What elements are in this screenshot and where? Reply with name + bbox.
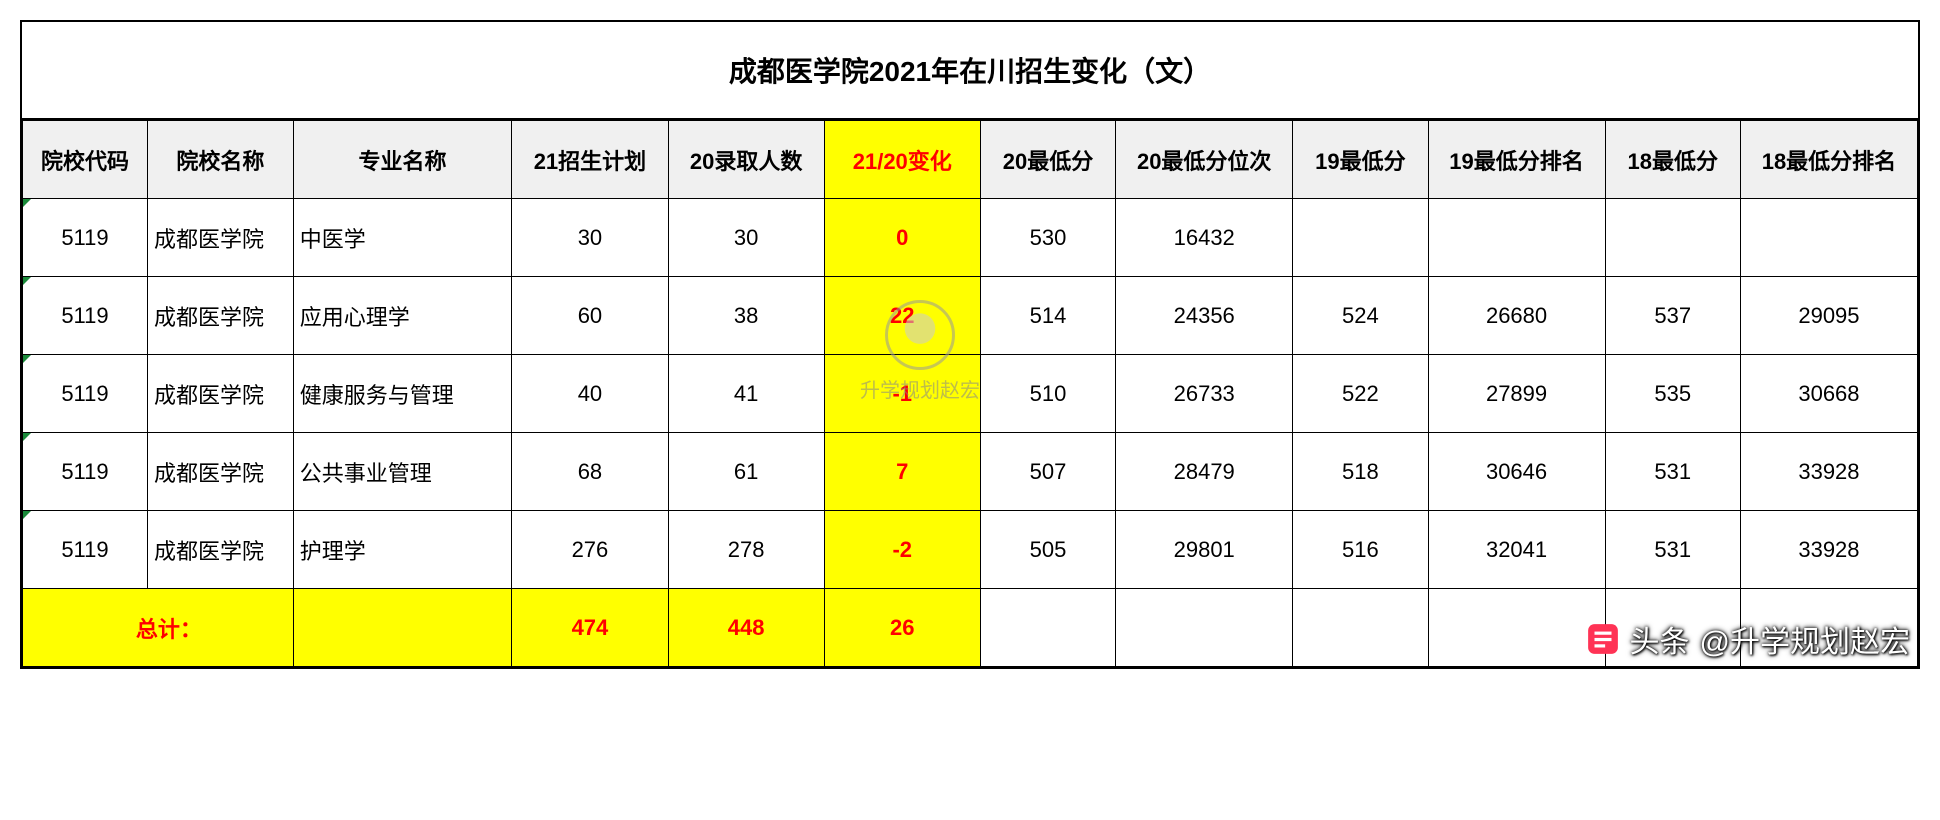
cell-admit20: 30 [668, 199, 824, 277]
table-row: 5119成都医学院应用心理学60382251424356524266805372… [23, 277, 1918, 355]
cell-rank20: 16432 [1116, 199, 1293, 277]
cell-plan21: 60 [512, 277, 668, 355]
total-blank-3 [1428, 589, 1605, 667]
cell-plan21: 40 [512, 355, 668, 433]
cell-school: 成都医学院 [147, 199, 293, 277]
table-container: 成都医学院2021年在川招生变化（文） 院校代码 院校名称 专业名称 21招生计… [20, 20, 1920, 669]
cell-rank19 [1428, 199, 1605, 277]
cell-major: 公共事业管理 [293, 433, 512, 511]
admissions-table: 院校代码 院校名称 专业名称 21招生计划 20录取人数 21/20变化 20最… [22, 120, 1918, 667]
cell-rank20: 28479 [1116, 433, 1293, 511]
cell-change: 7 [824, 433, 980, 511]
page-title: 成都医学院2021年在川招生变化（文） [22, 22, 1918, 120]
attribution-prefix: 头条 [1630, 617, 1690, 661]
cell-min20: 507 [980, 433, 1115, 511]
cell-min19: 518 [1293, 433, 1428, 511]
cell-code: 5119 [23, 199, 148, 277]
total-blank-0 [980, 589, 1115, 667]
col-code: 院校代码 [23, 121, 148, 199]
cell-rank18: 30668 [1740, 355, 1917, 433]
cell-rank19: 32041 [1428, 511, 1605, 589]
table-row: 5119成都医学院公共事业管理6861750728479518306465313… [23, 433, 1918, 511]
table-row: 5119成都医学院护理学276278-250529801516320415313… [23, 511, 1918, 589]
cell-change: 0 [824, 199, 980, 277]
cell-rank19: 27899 [1428, 355, 1605, 433]
col-change: 21/20变化 [824, 121, 980, 199]
cell-rank19: 26680 [1428, 277, 1605, 355]
cell-school: 成都医学院 [147, 433, 293, 511]
cell-min19: 524 [1293, 277, 1428, 355]
cell-min18: 531 [1605, 511, 1740, 589]
cell-school: 成都医学院 [147, 355, 293, 433]
cell-plan21: 276 [512, 511, 668, 589]
cell-school: 成都医学院 [147, 277, 293, 355]
col-min20: 20最低分 [980, 121, 1115, 199]
table-row: 5119成都医学院中医学3030053016432 [23, 199, 1918, 277]
cell-min19: 516 [1293, 511, 1428, 589]
col-rank18: 18最低分排名 [1740, 121, 1917, 199]
cell-admit20: 38 [668, 277, 824, 355]
cell-min18: 537 [1605, 277, 1740, 355]
cell-rank18: 33928 [1740, 511, 1917, 589]
cell-admit20: 61 [668, 433, 824, 511]
cell-major: 护理学 [293, 511, 512, 589]
cell-code: 5119 [23, 511, 148, 589]
cell-rank18: 29095 [1740, 277, 1917, 355]
cell-min18: 531 [1605, 433, 1740, 511]
table-header-row: 院校代码 院校名称 专业名称 21招生计划 20录取人数 21/20变化 20最… [23, 121, 1918, 199]
col-admit20: 20录取人数 [668, 121, 824, 199]
cell-min19: 522 [1293, 355, 1428, 433]
cell-change: 22 [824, 277, 980, 355]
cell-major: 中医学 [293, 199, 512, 277]
col-rank19: 19最低分排名 [1428, 121, 1605, 199]
cell-min18: 535 [1605, 355, 1740, 433]
total-label: 总计： [23, 589, 294, 667]
cell-min18 [1605, 199, 1740, 277]
total-change: 26 [824, 589, 980, 667]
cell-major: 应用心理学 [293, 277, 512, 355]
cell-code: 5119 [23, 277, 148, 355]
attribution-author: @升学规划赵宏 [1700, 617, 1910, 661]
attribution: 头条 @升学规划赵宏 [1586, 617, 1910, 661]
cell-min20: 510 [980, 355, 1115, 433]
cell-major: 健康服务与管理 [293, 355, 512, 433]
cell-code: 5119 [23, 355, 148, 433]
cell-code: 5119 [23, 433, 148, 511]
total-plan21: 474 [512, 589, 668, 667]
col-school: 院校名称 [147, 121, 293, 199]
cell-min20: 514 [980, 277, 1115, 355]
table-row: 5119成都医学院健康服务与管理4041-1510267335222789953… [23, 355, 1918, 433]
col-min19: 19最低分 [1293, 121, 1428, 199]
col-plan21: 21招生计划 [512, 121, 668, 199]
toutiao-icon [1586, 622, 1620, 656]
cell-rank20: 26733 [1116, 355, 1293, 433]
cell-change: -2 [824, 511, 980, 589]
total-blank-2 [1293, 589, 1428, 667]
cell-rank18: 33928 [1740, 433, 1917, 511]
cell-plan21: 68 [512, 433, 668, 511]
total-blank-1 [1116, 589, 1293, 667]
cell-min19 [1293, 199, 1428, 277]
total-blank-major [293, 589, 512, 667]
cell-rank20: 29801 [1116, 511, 1293, 589]
cell-rank18 [1740, 199, 1917, 277]
cell-admit20: 41 [668, 355, 824, 433]
cell-plan21: 30 [512, 199, 668, 277]
col-rank20: 20最低分位次 [1116, 121, 1293, 199]
cell-rank19: 30646 [1428, 433, 1605, 511]
col-major: 专业名称 [293, 121, 512, 199]
cell-admit20: 278 [668, 511, 824, 589]
cell-change: -1 [824, 355, 980, 433]
col-min18: 18最低分 [1605, 121, 1740, 199]
cell-min20: 530 [980, 199, 1115, 277]
total-admit20: 448 [668, 589, 824, 667]
cell-school: 成都医学院 [147, 511, 293, 589]
cell-rank20: 24356 [1116, 277, 1293, 355]
cell-min20: 505 [980, 511, 1115, 589]
